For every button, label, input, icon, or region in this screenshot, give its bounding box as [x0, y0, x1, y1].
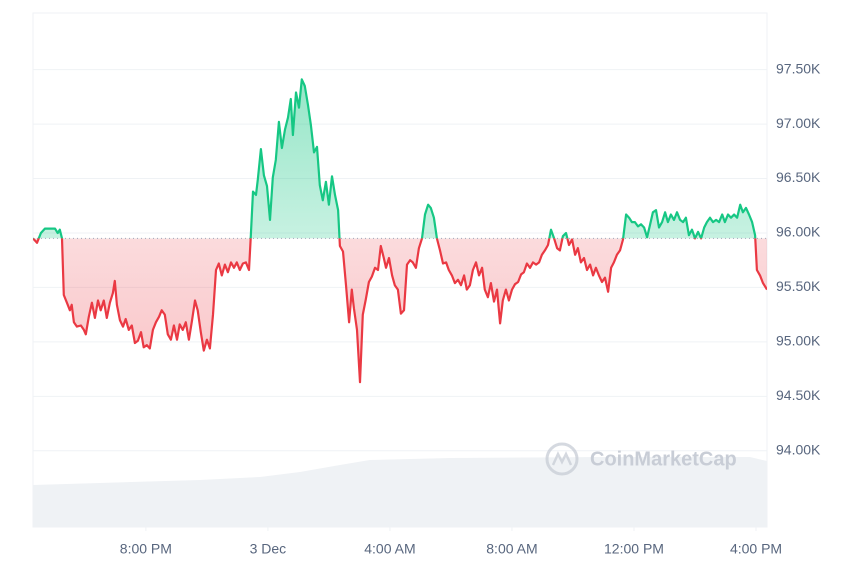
area-down: [33, 238, 767, 383]
price-line-down: [33, 238, 767, 384]
price-line-up: [33, 78, 757, 239]
x-tick-label: 4:00 AM: [364, 541, 415, 557]
y-tick-label: 96.50K: [776, 169, 821, 185]
y-tick-label: 97.50K: [776, 60, 821, 76]
plot: 94.00K 94.50K 95.00K 95.50K 96.00K 96.50K 97.0…: [33, 60, 821, 557]
x-tick-label: 8:00 AM: [486, 541, 537, 557]
y-tick-label: 94.00K: [776, 441, 821, 457]
volume-area: [33, 457, 767, 527]
x-tick-label: 12:00 PM: [604, 541, 664, 557]
watermark-logo: [545, 442, 579, 476]
watermark: CoinMarketCap: [590, 448, 737, 470]
x-tick-label: 8:00 PM: [120, 541, 172, 557]
y-tick-label: 95.00K: [776, 333, 821, 349]
y-tick-label: 97.00K: [776, 115, 821, 131]
x-tick-label: 4:00 PM: [730, 541, 782, 557]
y-tick-label: 96.00K: [776, 224, 821, 240]
x-tick-label: 3 Dec: [250, 541, 287, 557]
y-tick-label: 95.50K: [776, 278, 821, 294]
y-tick-label: 94.50K: [776, 387, 821, 403]
